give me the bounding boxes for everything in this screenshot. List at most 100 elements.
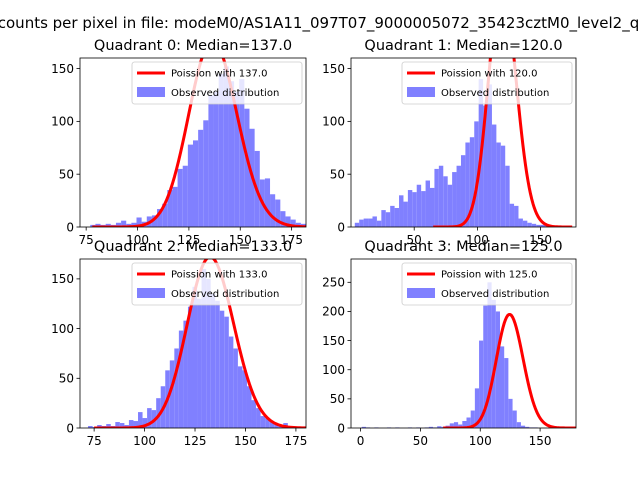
histogram-bar: [228, 336, 234, 428]
histogram-bar: [275, 199, 281, 227]
histogram-bar: [504, 358, 509, 428]
histogram-bar: [470, 410, 475, 428]
histogram-bar: [381, 210, 386, 227]
y-tick-label: 100: [51, 322, 74, 336]
histogram-bar: [536, 224, 541, 227]
x-tick-label: 125: [177, 233, 200, 247]
x-tick-label: 150: [529, 434, 552, 448]
legend-hist-swatch: [137, 87, 165, 97]
y-tick-label: 150: [51, 272, 74, 286]
histogram-bar: [215, 300, 220, 428]
histogram-bar: [183, 320, 188, 428]
histogram-bar: [376, 220, 382, 227]
histogram-bar: [416, 184, 422, 227]
y-tick-label: 250: [322, 276, 345, 290]
y-tick-label: 0: [66, 220, 74, 234]
legend-box: [131, 262, 303, 306]
histogram-bar: [187, 144, 193, 227]
histogram-bar: [385, 212, 391, 227]
histogram-bar: [456, 165, 461, 227]
x-tick-label: 150: [234, 434, 257, 448]
legend-box: [401, 262, 573, 306]
legend-line-label: Poission with 133.0: [171, 270, 267, 281]
subplot-title: Quadrant 3: Median=125.0: [364, 239, 562, 255]
x-tick-label: 50: [407, 233, 422, 247]
histogram-bar: [244, 108, 250, 227]
histogram-bar: [321, 225, 326, 227]
legend-hist-label: Observed distribution: [441, 289, 549, 300]
histogram-bar: [198, 129, 204, 227]
histogram-bar: [131, 222, 137, 227]
histogram-bar: [474, 388, 480, 428]
histogram-bar: [518, 218, 523, 227]
legend-box: [131, 61, 303, 105]
histogram-bar: [206, 278, 211, 428]
x-tick-label: 150: [229, 233, 252, 247]
histogram-bar: [421, 191, 426, 227]
histogram-bar: [251, 400, 257, 428]
histogram-bar: [508, 398, 513, 428]
axes-frame: [79, 258, 307, 429]
legend-hist-label: Observed distribution: [171, 88, 279, 99]
histogram-bar: [527, 222, 532, 227]
histogram-bar: [449, 423, 454, 428]
histogram-bar: [95, 223, 101, 227]
axes-frame: [79, 57, 307, 228]
histogram-bar: [368, 218, 373, 227]
histogram-bar: [443, 176, 448, 227]
axes-frame: [350, 258, 577, 429]
legend-hist-swatch: [407, 288, 435, 298]
histogram-bar: [142, 418, 148, 428]
histogram-bar: [138, 412, 143, 428]
histogram-bar: [354, 222, 360, 227]
y-tick-label: 100: [322, 115, 345, 129]
histogram-bar: [151, 215, 158, 227]
histogram-bars: [354, 79, 550, 227]
x-tick-label: 100: [466, 233, 489, 247]
histogram-bar: [466, 417, 471, 428]
histogram-bar: [412, 192, 417, 227]
histogram-bar: [438, 165, 444, 227]
histogram-bar: [269, 422, 275, 428]
histogram-bar: [453, 422, 459, 428]
legend-hist-swatch: [137, 288, 165, 298]
histogram-bar: [399, 195, 404, 227]
legend: Poission with 133.0 Observed distribution: [131, 262, 303, 306]
figure-suptitle: Histogram of counts per pixel in file: m…: [0, 14, 640, 33]
histogram-bar: [239, 79, 245, 227]
histogram-bar: [474, 121, 479, 227]
y-tick-label: 100: [51, 115, 74, 129]
histogram-bar: [156, 398, 161, 428]
histogram-bar: [128, 420, 134, 428]
histogram-bar: [169, 360, 175, 428]
histogram-bar: [274, 424, 279, 428]
x-tick-label: 75: [79, 233, 94, 247]
y-tick-label: 0: [66, 421, 74, 435]
y-tick-label: 50: [59, 167, 74, 181]
histogram-bar: [162, 203, 168, 227]
histogram-bar: [372, 216, 377, 227]
histogram-bar: [437, 426, 442, 428]
histogram-bar: [306, 225, 311, 227]
histogram-bar: [213, 91, 219, 227]
histogram-bar: [516, 422, 521, 428]
histogram-bar: [522, 220, 528, 227]
histogram-bar: [452, 172, 457, 227]
histogram-bar: [219, 310, 225, 428]
y-tick-label: 150: [322, 62, 345, 76]
histogram-bar: [540, 224, 546, 227]
histogram-bar: [311, 225, 316, 227]
legend: Poission with 120.0 Observed distribution: [401, 61, 573, 105]
legend-hist-label: Observed distribution: [441, 88, 549, 99]
histogram-bar: [465, 142, 470, 227]
legend-line-label: Poission with 125.0: [441, 270, 537, 281]
histogram-bar: [295, 222, 301, 227]
histogram-bar: [479, 340, 484, 428]
histogram-bar: [265, 418, 270, 428]
subplot-title: Quadrant 1: Median=120.0: [364, 38, 562, 54]
histogram-bar: [136, 217, 142, 227]
legend: Poission with 137.0 Observed distribution: [131, 61, 303, 105]
histogram-bar: [270, 194, 276, 227]
subplot-title: Quadrant 0: Median=137.0: [94, 38, 292, 54]
